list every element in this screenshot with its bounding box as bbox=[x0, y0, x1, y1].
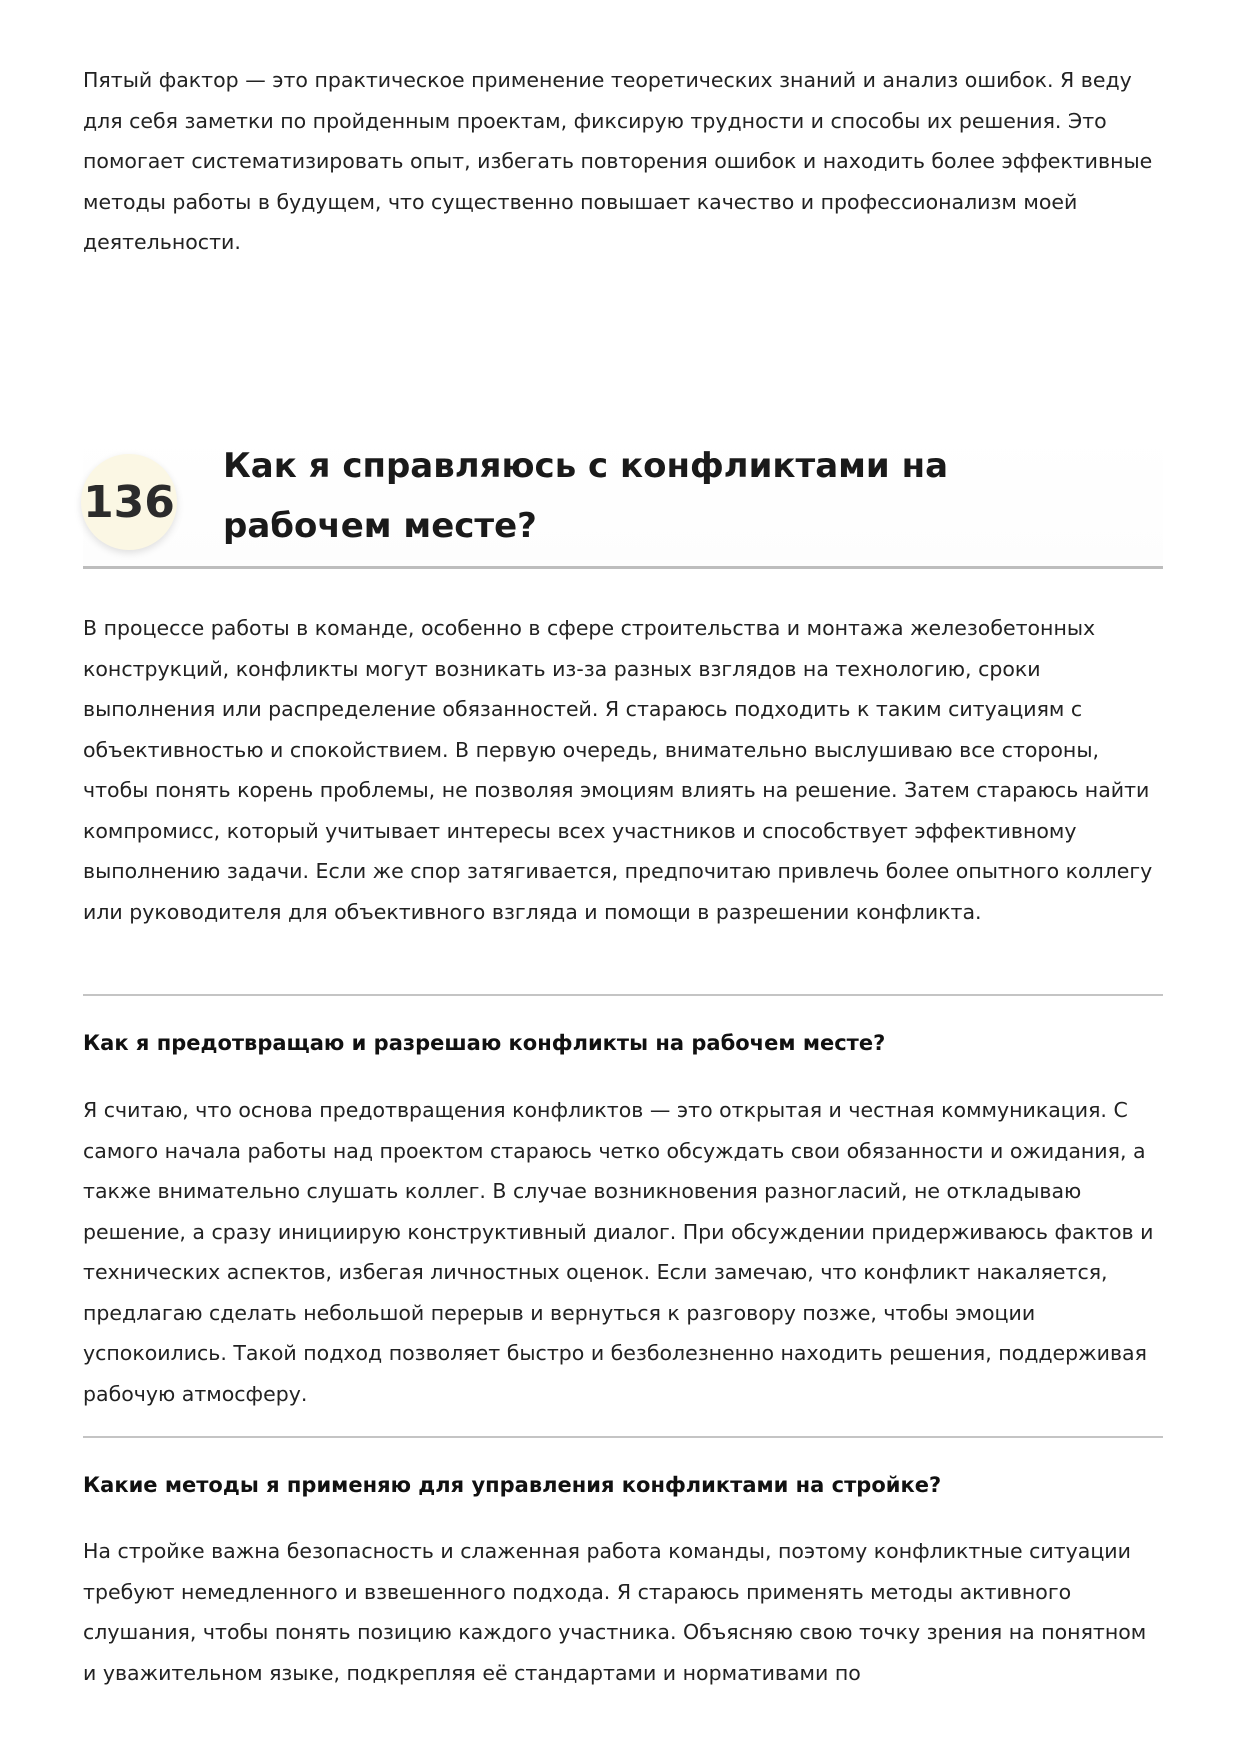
question-title: Как я справляюсь с конфликтами на рабоче… bbox=[223, 446, 949, 546]
question-number-badge: 136 bbox=[81, 454, 177, 550]
question-answer: В процессе работы в команде, особенно в … bbox=[83, 616, 1153, 924]
subsection-text: На стройке важна безопасность и слаженна… bbox=[83, 1539, 1147, 1685]
subsection-title: Какие методы я применяю для управления к… bbox=[83, 1473, 942, 1497]
divider bbox=[83, 1436, 1163, 1438]
divider bbox=[83, 994, 1163, 996]
question-header: 136 Как я справляюсь с конфликтами на ра… bbox=[81, 430, 1163, 569]
subsection-text: Я считаю, что основа предотвращения конф… bbox=[83, 1098, 1154, 1406]
intro-paragraph: Пятый фактор — это практическое применен… bbox=[83, 68, 1153, 254]
subsection-title: Как я предотвращаю и разрешаю конфликты … bbox=[83, 1031, 886, 1055]
